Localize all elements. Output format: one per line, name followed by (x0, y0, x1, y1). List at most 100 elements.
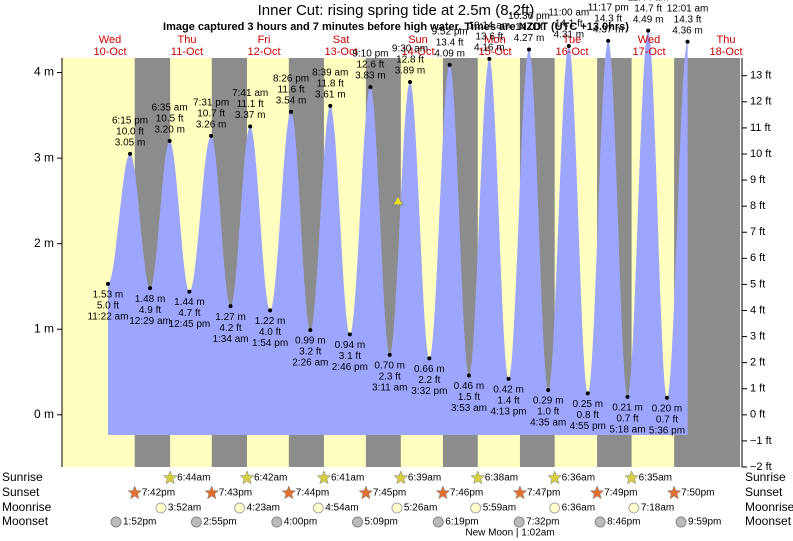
extreme-label: 7:31 pm (193, 98, 229, 109)
tide-extreme (105, 281, 110, 286)
extreme-label: 12:29 am (129, 316, 171, 327)
tide-extreme (466, 373, 471, 378)
row-label: Sunset (2, 485, 40, 499)
extreme-label: 3.20 m (154, 125, 185, 136)
extreme-label: 0.7 ft (616, 413, 638, 424)
day-name: Sun (408, 34, 428, 46)
row-time: 5:09pm (365, 517, 398, 528)
extreme-label: 12:45 pm (169, 319, 211, 330)
tide-extreme (407, 79, 412, 84)
extreme-label: 11:00 am (548, 8, 589, 19)
extreme-label: 4.31 m (554, 30, 585, 41)
extreme-label: 0.42 m (493, 385, 524, 396)
row-time: 4:23am (247, 503, 280, 514)
sunset-icon (666, 485, 682, 500)
y2-tick-label: −2 ft (750, 461, 772, 473)
extreme-label: 4.16 m (474, 42, 505, 53)
day-date: 13-Oct (324, 46, 357, 58)
row-label: Moonrise (2, 500, 52, 514)
sunset-icon (589, 485, 605, 500)
y-tick-label: 4 m (34, 65, 54, 79)
moonset-icon (271, 516, 283, 528)
moonrise-icon (234, 502, 246, 514)
tide-extreme (685, 39, 690, 44)
extreme-label: 1:34 am (212, 334, 248, 345)
tide-extreme (328, 103, 333, 108)
row-time: 3:52am (168, 503, 201, 514)
extreme-label: 3.89 m (395, 66, 426, 77)
day-date: 14-Oct (401, 46, 434, 58)
y2-tick-label: 0 ft (750, 409, 765, 421)
extreme-label: 0.70 m (374, 361, 405, 372)
extreme-label: 14.3 ft (674, 14, 702, 25)
extreme-label: 10:14 am (468, 20, 510, 31)
extreme-label: 11.6 ft (278, 85, 305, 96)
y2-tick-label: 2 ft (750, 357, 765, 369)
moonset-icon (432, 516, 444, 528)
extreme-label: 11.1 ft (237, 99, 264, 110)
row-time: 7:49pm (604, 488, 637, 499)
row-time: 7:46pm (450, 488, 483, 499)
y2-tick-label: 12 ft (750, 96, 771, 108)
extreme-label: 4.36 m (672, 25, 703, 36)
extreme-label: 1.5 ft (458, 392, 480, 403)
extreme-label: 5:18 am (609, 424, 645, 435)
extreme-label: 14.7 ft (634, 3, 662, 14)
sunrise-icon (547, 470, 562, 485)
extreme-label: 10.5 ft (156, 114, 184, 125)
tide-extreme (368, 85, 373, 90)
day-name: Thu (178, 34, 197, 46)
row-time: 9:59pm (688, 517, 721, 528)
extreme-label: 0.94 m (335, 340, 366, 351)
row-time: 6:42am (254, 473, 287, 484)
extreme-label: 0.25 m (572, 399, 603, 410)
row-time: 7:50pm (681, 488, 714, 499)
row-time: 7:45pm (373, 488, 406, 499)
chart-title: Inner Cut: rising spring tide at 2.5m (8… (258, 2, 535, 19)
tide-extreme (128, 151, 133, 156)
moonset-icon (594, 516, 606, 528)
sunset-icon (435, 485, 451, 500)
extreme-label: 12.6 ft (357, 60, 385, 71)
extreme-label: 9:52 pm (432, 26, 468, 37)
y2-tick-label: 1 ft (750, 383, 765, 395)
row-label: Sunrise (2, 470, 43, 484)
extreme-label: 0.8 ft (577, 410, 599, 421)
extreme-label: 11:17 pm (588, 3, 629, 14)
tide-extreme (308, 328, 313, 333)
row-time: 6:35am (639, 473, 672, 484)
row-time: 6:19pm (445, 517, 478, 528)
row-time: 6:36am (562, 473, 595, 484)
y2-tick-label: 6 ft (750, 252, 765, 264)
y-tick-label: 1 m (34, 321, 54, 335)
day-date: 16-Oct (555, 46, 588, 58)
sunset-icon (127, 485, 143, 500)
tide-extreme (347, 332, 352, 337)
y2-tick-label: 10 ft (750, 148, 771, 160)
day-name: Wed (638, 34, 660, 46)
row-label: Moonset (2, 514, 49, 528)
extreme-label: 3:11 am (372, 383, 407, 394)
moonset-icon (190, 516, 202, 528)
day-name: Mon (484, 34, 505, 46)
extreme-label: 1.48 m (135, 294, 166, 305)
extreme-label: 4.37 m (593, 25, 624, 36)
extreme-label: 11.8 ft (317, 79, 344, 90)
tide-area (108, 30, 688, 435)
extreme-label: 3.54 m (276, 96, 307, 107)
extreme-label: 3.26 m (196, 120, 227, 131)
extreme-label: 4:35 am (530, 418, 566, 429)
extreme-label: 4.0 ft (259, 327, 281, 338)
y2-tick-label: 9 ft (750, 174, 765, 186)
day-name: Fri (258, 34, 271, 46)
moonset-icon (513, 516, 525, 528)
extreme-label: 0.21 m (612, 402, 643, 413)
row-time: 6:44am (177, 473, 210, 484)
extreme-label: 0.7 ft (656, 414, 678, 425)
row-time: 7:44pm (296, 488, 329, 499)
row-time: 6:39am (408, 473, 441, 484)
day-name: Wed (99, 34, 121, 46)
sunrise-icon (239, 470, 255, 485)
moonrise-icon (470, 502, 482, 514)
extreme-label: 4.27 m (514, 33, 545, 44)
